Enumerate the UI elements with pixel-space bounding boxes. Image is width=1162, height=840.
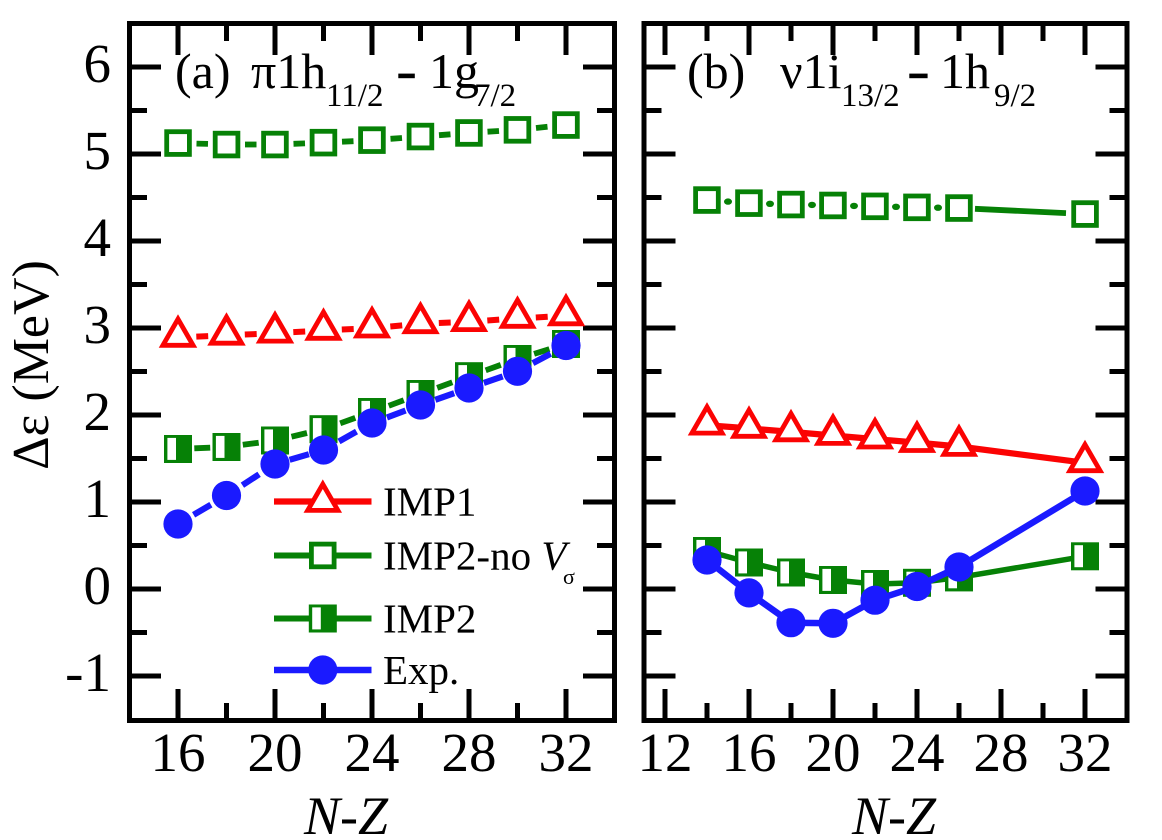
svg-text:28: 28	[442, 722, 497, 783]
svg-text:16: 16	[151, 722, 206, 783]
svg-text:(b): (b)	[687, 43, 745, 99]
svg-text:(a): (a)	[175, 43, 231, 99]
svg-text:IMP2: IMP2	[383, 596, 476, 642]
svg-text:13/2: 13/2	[841, 78, 900, 114]
svg-text:11/2: 11/2	[326, 78, 383, 114]
svg-text:6: 6	[84, 33, 112, 94]
svg-text:9/2: 9/2	[994, 78, 1036, 114]
svg-text:ν1i: ν1i	[780, 43, 842, 99]
svg-text:20: 20	[248, 722, 303, 783]
svg-text:Δε (MeV): Δε (MeV)	[3, 260, 60, 470]
svg-text:24: 24	[345, 722, 400, 783]
svg-text:2: 2	[84, 381, 112, 442]
svg-text:24: 24	[890, 722, 945, 783]
svg-text:0: 0	[84, 555, 112, 616]
svg-text:1h: 1h	[940, 43, 990, 99]
svg-text:32: 32	[1058, 722, 1113, 783]
svg-text:-1: -1	[65, 642, 111, 703]
svg-text:5: 5	[84, 120, 112, 181]
svg-text:4: 4	[84, 207, 112, 268]
svg-text:σ: σ	[563, 564, 575, 589]
svg-text:N-Z: N-Z	[851, 786, 937, 840]
svg-text:π1h: π1h	[251, 43, 326, 99]
svg-text:1g: 1g	[429, 43, 479, 99]
svg-text:Exp.: Exp.	[383, 647, 459, 693]
svg-text:32: 32	[539, 722, 594, 783]
svg-text:IMP2-no V: IMP2-no V	[383, 533, 570, 579]
svg-text:28: 28	[974, 722, 1029, 783]
svg-text:N-Z: N-Z	[303, 786, 389, 840]
svg-text:16: 16	[722, 722, 777, 783]
svg-text:12: 12	[638, 722, 693, 783]
svg-text:20: 20	[806, 722, 861, 783]
svg-text:1: 1	[84, 468, 112, 529]
svg-text:7/2: 7/2	[474, 78, 516, 114]
svg-text:3: 3	[84, 294, 112, 355]
svg-text:IMP1: IMP1	[383, 479, 476, 525]
